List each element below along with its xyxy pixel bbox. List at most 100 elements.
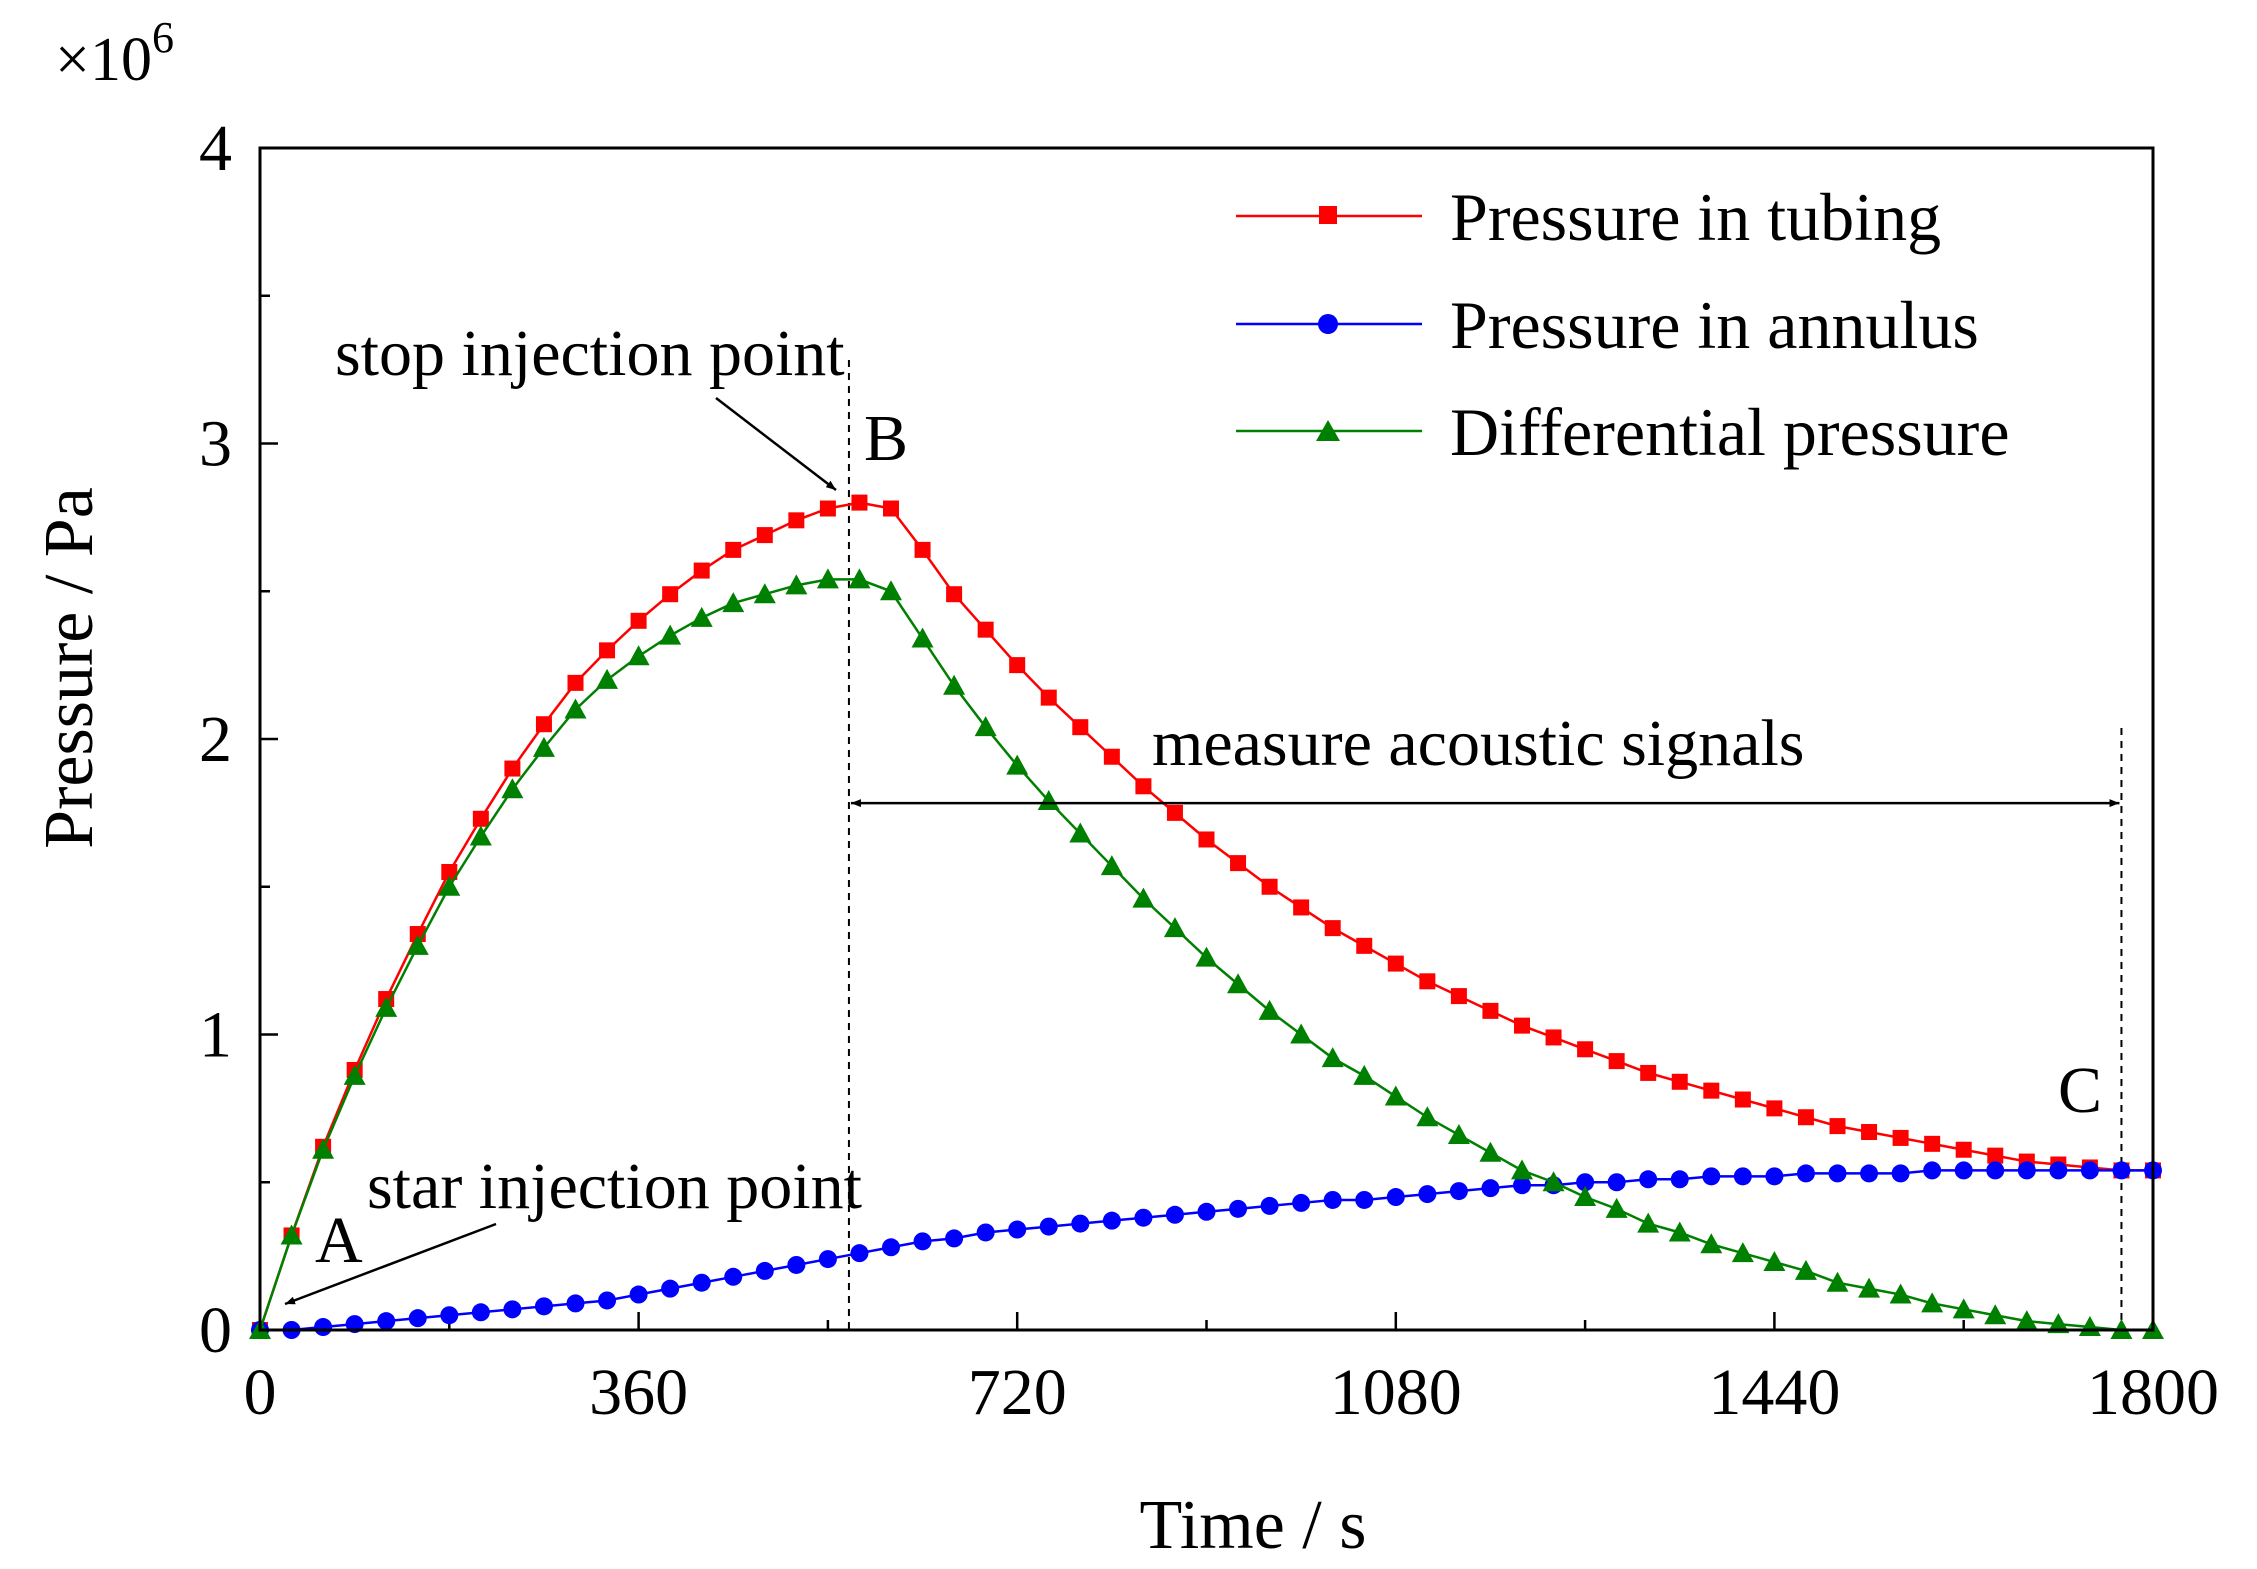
data-point <box>692 1273 711 1292</box>
data-point <box>1419 973 1436 990</box>
data-point <box>1384 1085 1407 1106</box>
data-point <box>722 592 745 613</box>
data-point <box>690 606 713 627</box>
data-point <box>1009 657 1026 674</box>
data-point <box>661 1279 680 1298</box>
x-tick-label: 720 <box>968 1356 1067 1429</box>
data-point <box>1353 1064 1376 1085</box>
data-point <box>1387 955 1404 972</box>
data-point <box>1103 748 1120 765</box>
data-point <box>280 1224 303 1245</box>
data-point <box>1040 689 1057 706</box>
data-point <box>1860 1164 1879 1183</box>
data-point <box>1416 1106 1439 1127</box>
y-tick-label: 3 <box>199 408 232 481</box>
data-point <box>818 1250 837 1269</box>
data-point <box>755 1261 774 1280</box>
data-point <box>312 1138 335 1159</box>
data-point <box>2015 1310 2038 1331</box>
data-point <box>1577 1041 1594 1058</box>
data-point <box>1479 1141 1502 1162</box>
data-point <box>880 580 902 601</box>
guide-lines <box>847 360 2123 1330</box>
stop-injection-label: stop injection point <box>335 317 845 390</box>
data-point <box>1293 899 1310 916</box>
data-point <box>566 1294 585 1313</box>
data-point <box>1102 1211 1121 1230</box>
data-point <box>504 760 521 777</box>
data-point <box>1987 1147 2004 1164</box>
data-point <box>850 1244 869 1263</box>
data-point <box>945 1229 964 1248</box>
data-point <box>1921 1292 1944 1313</box>
data-point <box>1955 1141 1972 1158</box>
data-point <box>1230 855 1247 872</box>
data-point <box>1292 1193 1311 1212</box>
x-tick-label: 0 <box>244 1356 277 1429</box>
data-point <box>659 624 682 645</box>
data-point <box>627 645 650 666</box>
data-point <box>1889 1283 1912 1304</box>
data-point <box>946 586 963 603</box>
data-point <box>1702 1167 1721 1186</box>
data-point <box>1072 719 1089 736</box>
data-point <box>1639 1170 1658 1189</box>
data-point <box>724 1267 743 1286</box>
data-point <box>314 1318 333 1337</box>
point-a-label: A <box>315 1204 363 1277</box>
data-point <box>377 1312 396 1331</box>
data-point <box>1640 1064 1657 1081</box>
data-point <box>1163 917 1186 938</box>
data-point <box>532 736 555 757</box>
data-point <box>1607 1173 1626 1192</box>
x-tick-label: 1080 <box>1330 1356 1462 1429</box>
data-point <box>438 875 461 896</box>
data-point <box>1986 1161 2005 1180</box>
measure-signals-label: measure acoustic signals <box>1152 707 1804 780</box>
data-point <box>1481 1179 1500 1198</box>
data-point <box>2049 1161 2068 1180</box>
data-point <box>1197 1202 1216 1221</box>
data-point <box>1323 1190 1342 1209</box>
data-point <box>1514 1017 1530 1034</box>
data-point <box>1198 831 1215 848</box>
legend-item-differential: Differential pressure <box>1236 394 2010 470</box>
data-point <box>1229 1199 1248 1218</box>
data-point <box>1195 946 1218 967</box>
legend-label-annulus: Pressure in annulus <box>1450 287 1979 363</box>
data-point <box>1891 1164 1910 1183</box>
data-point <box>1829 1118 1846 1135</box>
data-point <box>472 810 489 827</box>
data-point <box>598 1291 617 1310</box>
data-point <box>1260 1196 1279 1215</box>
data-point <box>848 568 871 589</box>
series-differential-pressure <box>249 568 2164 1339</box>
data-point <box>1355 1190 1374 1209</box>
data-point <box>1984 1304 2007 1325</box>
data-point <box>564 698 587 719</box>
data-point <box>976 1223 995 1242</box>
data-point <box>1763 1251 1786 1272</box>
data-point <box>501 778 524 799</box>
data-point <box>534 1297 553 1316</box>
data-point <box>535 716 552 733</box>
data-point <box>753 583 776 604</box>
data-point <box>1321 1047 1344 1068</box>
data-point <box>1923 1161 1942 1180</box>
data-point <box>882 1238 900 1257</box>
data-point <box>1861 1124 1878 1141</box>
start-injection-label: star injection point <box>367 1150 862 1223</box>
data-point <box>1039 1217 1058 1236</box>
data-point <box>1006 754 1029 775</box>
y-tick-label: 2 <box>199 703 232 776</box>
data-point <box>1166 804 1183 821</box>
data-point <box>630 612 647 629</box>
data-point <box>1700 1233 1723 1254</box>
data-point <box>693 562 710 579</box>
data-point <box>406 934 429 955</box>
data-point <box>883 500 899 517</box>
data-point <box>2080 1161 2099 1180</box>
data-point <box>914 541 931 558</box>
data-point <box>1670 1170 1689 1189</box>
data-point <box>1765 1167 1784 1186</box>
